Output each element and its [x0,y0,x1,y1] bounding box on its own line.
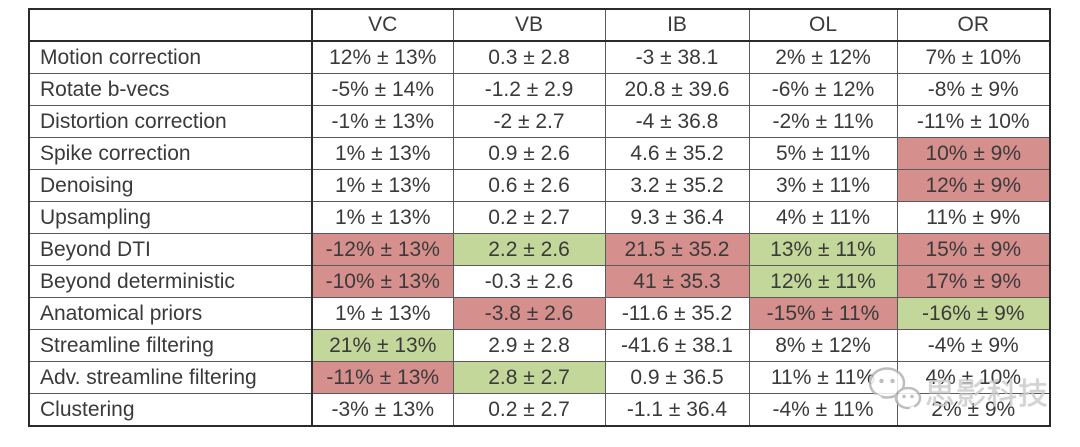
value-cell: 0.9 ± 36.5 [604,361,750,394]
value-cell: 17% ± 9% [896,265,1051,298]
column-header: VB [452,8,606,42]
value-cell: -0.3 ± 2.6 [452,265,606,298]
value-cell: 0.2 ± 2.7 [452,393,606,427]
row-label: Streamline filtering [28,329,313,362]
table-row: Beyond DTI -12% ± 13% 2.2 ± 2.6 21.5 ± 35.2… [28,233,1051,266]
value-cell: 2.8 ± 2.7 [452,361,606,394]
table-row: Adv. streamline filtering -11% ± 13% 2.8 ±… [28,361,1051,394]
corner-cell [28,8,313,42]
table-row: Motion correction 12% ± 13% 0.3 ± 2.8 -3 ± … [28,40,1051,74]
table-row: Clustering -3% ± 13% 0.2 ± 2.7 -1.1 ± 36.4-… [28,393,1051,427]
value-cell: 1% ± 13% [311,297,454,330]
value-cell: 21% ± 13% [311,329,454,362]
value-cell: 1% ± 13% [311,201,454,234]
value-cell: -15% ± 11% [748,297,898,330]
value-cell: 1% ± 13% [311,169,454,202]
value-cell: -41.6 ± 38.1 [604,329,750,362]
table-row: Upsampling 1% ± 13% 0.2 ± 2.7 9.3 ± 36.4 4% … [28,201,1051,234]
value-cell: 20.8 ± 39.6 [604,73,750,106]
value-cell: -2% ± 11% [748,105,898,138]
value-cell: -3% ± 13% [311,393,454,427]
value-cell: 41 ± 35.3 [604,265,750,298]
value-cell: 2% ± 12% [748,40,898,74]
row-label: Rotate b-vecs [28,73,313,106]
value-cell: 13% ± 11% [748,233,898,266]
value-cell: 3.2 ± 35.2 [604,169,750,202]
table-row: Rotate b-vecs -5% ± 14% -1.2 ± 2.9 20.8 ± 3… [28,73,1051,106]
value-cell: -4 ± 36.8 [604,105,750,138]
row-label: Upsampling [28,201,313,234]
value-cell: 15% ± 9% [896,233,1051,266]
table-head-row: VC VB IB OL OR [28,8,1051,42]
value-cell: -5% ± 14% [311,73,454,106]
row-label: Denoising [28,169,313,202]
value-cell: -11% ± 13% [311,361,454,394]
value-cell: -10% ± 13% [311,265,454,298]
table-row: Streamline filtering 21% ± 13% 2.9 ± 2.8 -4… [28,329,1051,362]
row-label: Clustering [28,393,313,427]
value-cell: -11.6 ± 35.2 [604,297,750,330]
value-cell: 12% ± 13% [311,40,454,74]
value-cell: 3% ± 11% [748,169,898,202]
value-cell: -16% ± 9% [896,297,1051,330]
value-cell: 2% ± 9% [896,393,1051,427]
value-cell: 10% ± 9% [896,137,1051,170]
value-cell: 8% ± 12% [748,329,898,362]
value-cell: -4% ± 11% [748,393,898,427]
value-cell: -8% ± 9% [896,73,1051,106]
value-cell: 21.5 ± 35.2 [604,233,750,266]
value-cell: -1.2 ± 2.9 [452,73,606,106]
column-header: OL [748,8,898,42]
value-cell: 0.3 ± 2.8 [452,40,606,74]
value-cell: 2.9 ± 2.8 [452,329,606,362]
column-header: IB [604,8,750,42]
value-cell: -11% ± 10% [896,105,1051,138]
row-label: Adv. streamline filtering [28,361,313,394]
table-row: Denoising 1% ± 13% 0.6 ± 2.6 3.2 ± 35.2 3% ±… [28,169,1051,202]
row-label: Beyond deterministic [28,265,313,298]
row-label: Spike correction [28,137,313,170]
row-label: Motion correction [28,40,313,74]
value-cell: 12% ± 11% [748,265,898,298]
value-cell: -3.8 ± 2.6 [452,297,606,330]
table-row: Distortion correction -1% ± 13% -2 ± 2.7 -4… [28,105,1051,138]
table-body: Motion correction 12% ± 13% 0.3 ± 2.8 -3 ± … [28,40,1051,427]
value-cell: 4.6 ± 35.2 [604,137,750,170]
column-header: OR [896,8,1051,42]
row-label: Distortion correction [28,105,313,138]
row-label: Beyond DTI [28,233,313,266]
value-cell: 0.9 ± 2.6 [452,137,606,170]
value-cell: 12% ± 9% [896,169,1051,202]
value-cell: 0.6 ± 2.6 [452,169,606,202]
value-cell: 11% ± 9% [896,201,1051,234]
value-cell: -4% ± 9% [896,329,1051,362]
value-cell: -2 ± 2.7 [452,105,606,138]
value-cell: 11% ± 11% [748,361,898,394]
value-cell: 5% ± 11% [748,137,898,170]
table-row: Beyond deterministic -10% ± 13% -0.3 ± 2.6… [28,265,1051,298]
value-cell: 9.3 ± 36.4 [604,201,750,234]
value-cell: 1% ± 13% [311,137,454,170]
value-cell: 2.2 ± 2.6 [452,233,606,266]
value-cell: 0.2 ± 2.7 [452,201,606,234]
value-cell: 4% ± 11% [748,201,898,234]
value-cell: 4% ± 10% [896,361,1051,394]
value-cell: -1.1 ± 36.4 [604,393,750,427]
value-cell: -6% ± 12% [748,73,898,106]
results-table: VC VB IB OL OR Motion correction 12% ± 13% 0.3… [28,8,1051,427]
value-cell: -3 ± 38.1 [604,40,750,74]
value-cell: -1% ± 13% [311,105,454,138]
column-header: VC [311,8,454,42]
row-label: Anatomical priors [28,297,313,330]
value-cell: -12% ± 13% [311,233,454,266]
table-row: Anatomical priors 1% ± 13% -3.8 ± 2.6 -11.6… [28,297,1051,330]
table-row: Spike correction 1% ± 13% 0.9 ± 2.6 4.6 ± 3… [28,137,1051,170]
value-cell: 7% ± 10% [896,40,1051,74]
